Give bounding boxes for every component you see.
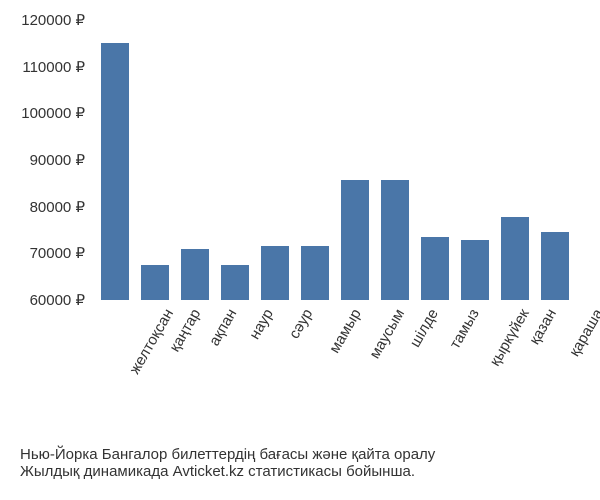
- y-tick-label: 90000 ₽: [0, 151, 85, 169]
- y-tick-label: 110000 ₽: [0, 58, 85, 76]
- y-tick-label: 100000 ₽: [0, 104, 85, 122]
- bar: [101, 43, 128, 300]
- y-tick-label: 120000 ₽: [0, 11, 85, 29]
- bar: [381, 180, 408, 300]
- x-tick-label: сәур: [286, 306, 316, 342]
- bar: [501, 217, 528, 300]
- x-tick-label: тамыз: [446, 306, 482, 352]
- x-tick-label: ақпан: [206, 306, 241, 349]
- x-tick-label: қазан: [526, 306, 560, 348]
- bar: [141, 265, 168, 300]
- x-axis-labels: желтоқсанқаңтарақпаннаурсәурмамырмаусымш…: [95, 306, 575, 323]
- plot-area: [95, 20, 575, 300]
- bars-container: [95, 20, 575, 300]
- bar: [341, 180, 368, 300]
- bar: [261, 246, 288, 300]
- bar: [181, 249, 208, 300]
- x-tick-label: маусым: [366, 306, 408, 362]
- bar: [461, 240, 488, 300]
- x-tick-label: наур: [246, 306, 277, 342]
- caption-line-1: Нью-Йорка Бангалор билеттердің бағасы жә…: [20, 446, 580, 463]
- caption: Нью-Йорка Бангалор билеттердің бағасы жә…: [20, 446, 580, 480]
- y-tick-label: 80000 ₽: [0, 198, 85, 216]
- x-tick-label: шілде: [406, 306, 441, 350]
- y-tick-label: 60000 ₽: [0, 291, 85, 309]
- bar: [421, 237, 448, 300]
- bar: [301, 246, 328, 300]
- chart-figure: 60000 ₽ 70000 ₽ 80000 ₽ 90000 ₽ 100000 ₽ 1100…: [0, 0, 600, 500]
- x-tick-label: мамыр: [326, 306, 365, 356]
- x-tick-label: қараша: [566, 306, 600, 360]
- bar: [221, 265, 248, 300]
- bar: [541, 232, 568, 300]
- caption-line-2: Жылдық динамикада Avticket.kz статистика…: [20, 463, 580, 480]
- y-tick-label: 70000 ₽: [0, 244, 85, 262]
